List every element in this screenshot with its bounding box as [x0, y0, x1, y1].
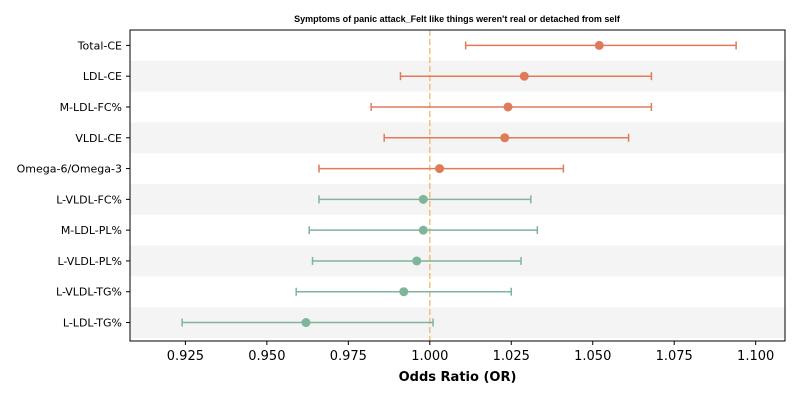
x-tick-label: 0.925: [167, 349, 204, 364]
x-axis-label: Odds Ratio (OR): [399, 370, 517, 385]
x-tick-label: 0.950: [248, 349, 285, 364]
or-point: [412, 256, 422, 266]
or-point: [399, 287, 409, 297]
x-tick-label: 0.975: [330, 349, 367, 364]
y-tick-label: M-LDL-PL%: [61, 224, 122, 237]
forest-row-4: [318, 164, 565, 174]
y-axis: Total-CE LDL-CE M-LDL-FC% VLDL-CE Omega-6/Om…: [17, 39, 130, 330]
x-tick-label: 1.050: [574, 349, 611, 364]
or-point: [435, 164, 445, 174]
chart-title: Symptoms of panic attack_Felt like thing…: [294, 14, 621, 24]
data-marks: [181, 40, 737, 328]
x-tick-label: 1.075: [656, 349, 693, 364]
x-axis: 0.925 0.950 0.975 1.000 1.025 1.050 1.075 1.100: [167, 341, 774, 364]
x-tick-label: 1.100: [737, 349, 774, 364]
or-point: [519, 71, 529, 81]
forest-row-2: [370, 102, 653, 112]
or-point: [594, 40, 604, 50]
y-tick-label: LDL-CE: [83, 70, 122, 83]
or-point: [500, 133, 510, 143]
or-point: [418, 225, 428, 235]
y-tick-label: L-LDL-TG%: [63, 317, 122, 330]
forest-row-0: [464, 40, 737, 50]
or-point: [503, 102, 513, 112]
x-tick-label: 1.000: [411, 349, 448, 364]
forest-row-3: [383, 133, 630, 143]
y-tick-label: VLDL-CE: [75, 132, 122, 145]
or-point: [301, 318, 311, 328]
forest-row-5: [318, 194, 532, 204]
y-tick-label: L-VLDL-TG%: [56, 286, 122, 299]
plot-frame: [129, 29, 786, 342]
y-tick-label: L-VLDL-PL%: [57, 255, 122, 268]
forest-row-8: [295, 287, 513, 297]
y-tick-label: Omega-6/Omega-3: [17, 163, 122, 176]
y-tick-label: Total-CE: [77, 39, 122, 52]
or-point: [418, 194, 428, 204]
forest-row-1: [399, 71, 653, 81]
forest-row-9: [181, 318, 434, 328]
x-tick-label: 1.025: [493, 349, 530, 364]
y-tick-label: M-LDL-FC%: [60, 101, 122, 114]
forest-row-7: [311, 256, 522, 266]
forest-row-6: [308, 225, 539, 235]
y-tick-label: L-VLDL-FC%: [56, 193, 122, 206]
